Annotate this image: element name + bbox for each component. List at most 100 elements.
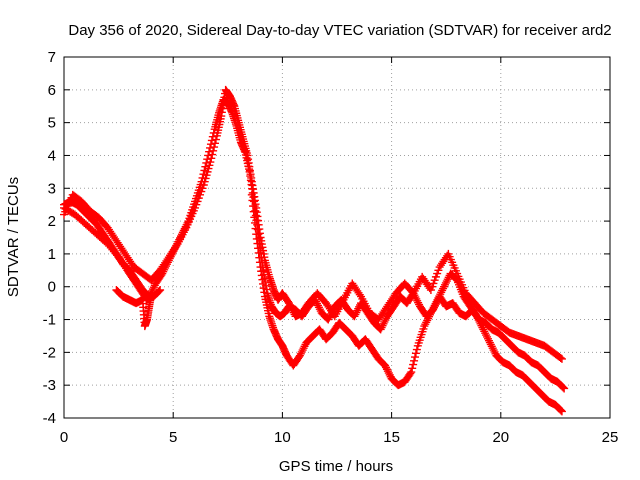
data-point (406, 369, 415, 378)
data-point (489, 346, 498, 355)
data-point (481, 329, 490, 338)
y-tick-label: 6 (48, 82, 56, 99)
data-point (381, 363, 390, 372)
data-point (414, 298, 423, 307)
data-point (314, 303, 323, 312)
data-point (411, 349, 420, 358)
data-points (60, 85, 569, 416)
data-point (557, 354, 566, 363)
data-point (376, 325, 385, 334)
data-point (352, 308, 361, 317)
data-point (434, 293, 443, 302)
data-point (425, 310, 434, 319)
data-point (384, 368, 393, 377)
data-point (288, 306, 297, 315)
data-point (484, 334, 493, 343)
data-point (380, 317, 389, 326)
data-point (476, 319, 485, 328)
axis-ticks: 0 5 10 15 20 25 -4 -3 -2 -1 0 1 2 3 4 5 6 7 (43, 49, 619, 446)
data-point (438, 286, 447, 295)
data-point (156, 286, 165, 295)
data-point (206, 158, 215, 167)
data-point (154, 287, 163, 296)
data-point (474, 316, 483, 325)
data-point (207, 154, 216, 163)
y-tick-label: 3 (48, 180, 56, 197)
data-point (411, 353, 419, 362)
data-point (424, 314, 433, 323)
data-point (451, 274, 460, 283)
x-tick-label: 10 (274, 429, 291, 446)
data-point (155, 286, 164, 295)
data-point (439, 284, 448, 293)
data-point (440, 280, 449, 289)
x-axis-label: GPS time / hours (279, 458, 393, 475)
data-point (210, 143, 219, 152)
data-point (350, 312, 359, 321)
x-tick-label: 20 (492, 429, 509, 446)
y-tick-label: -3 (43, 377, 56, 394)
x-tick-label: 15 (383, 429, 400, 446)
data-point (430, 301, 439, 310)
data-point (296, 349, 305, 358)
data-point (479, 325, 488, 334)
data-point (381, 361, 390, 370)
data-point (385, 370, 394, 379)
data-point (147, 289, 156, 298)
data-point (381, 316, 390, 325)
data-point (427, 307, 436, 316)
data-point (556, 405, 565, 414)
data-point (407, 368, 416, 377)
y-tick-label: 1 (48, 246, 56, 263)
data-point (431, 299, 440, 308)
data-point (483, 332, 492, 341)
data-point (324, 315, 333, 324)
data-point (284, 299, 293, 308)
data-point (472, 312, 481, 321)
x-tick-label: 5 (169, 429, 177, 446)
data-point (421, 320, 430, 329)
data-point (382, 365, 391, 374)
y-tick-label: -2 (43, 344, 56, 361)
data-point (473, 314, 482, 323)
data-point (442, 277, 451, 286)
grid-lines (64, 57, 610, 418)
y-tick-label: 7 (48, 49, 56, 66)
data-point (209, 146, 218, 155)
data-point (488, 344, 497, 353)
y-tick-label: 4 (48, 147, 56, 164)
data-point (355, 290, 364, 299)
data-point (409, 360, 418, 369)
y-axis-label: SDTVAR / TECUs (5, 177, 22, 297)
data-point (422, 318, 431, 327)
data-point (211, 135, 220, 144)
data-point (377, 323, 386, 332)
y-tick-label: 2 (48, 213, 56, 230)
data-point (428, 305, 437, 314)
data-point (429, 303, 438, 312)
data-point (423, 316, 432, 325)
data-point (172, 241, 181, 250)
data-point (313, 299, 322, 308)
data-point (287, 304, 296, 313)
data-point (420, 322, 429, 331)
data-point (299, 344, 308, 353)
data-point (383, 367, 392, 376)
data-point (560, 384, 569, 393)
data-point (443, 275, 452, 284)
data-point (486, 340, 495, 349)
data-point (297, 347, 306, 356)
data-point (300, 342, 309, 351)
data-point (426, 308, 435, 317)
data-point (559, 383, 568, 392)
data-point (149, 283, 158, 292)
data-point (295, 351, 304, 360)
data-point (433, 295, 442, 304)
x-tick-label: 0 (60, 429, 68, 446)
data-point (436, 290, 445, 299)
data-point (413, 296, 422, 305)
data-point (558, 382, 567, 391)
data-point (435, 292, 444, 301)
data-point (353, 306, 362, 315)
